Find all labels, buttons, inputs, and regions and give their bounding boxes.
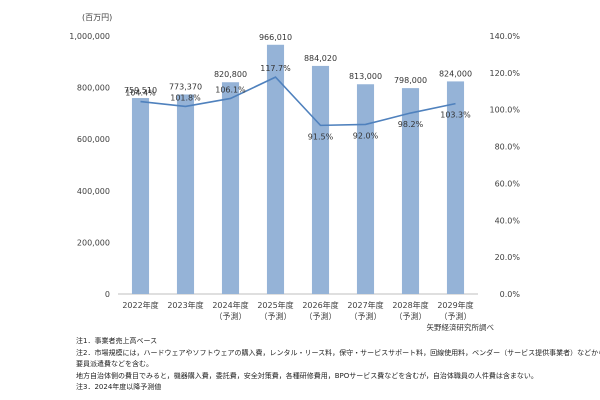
notes: 注1．事業者売上高ベース 注2．市場規模には，ハードウェアやソフトウェアの購入費… bbox=[76, 336, 600, 394]
x-tick-label: 2028年度 bbox=[392, 300, 428, 310]
line-value-label: 98.2% bbox=[398, 120, 424, 129]
ratio-line-path bbox=[140, 76, 456, 127]
chart-area: 759,510 773,370 820,800 966,010 884,020 813,0… bbox=[69, 32, 520, 321]
note-2-cont: 要員派遣費などを含む。 bbox=[76, 360, 153, 368]
line-value-label: 117.7% bbox=[260, 64, 291, 73]
y-right-tick-label: 60.0% bbox=[495, 179, 521, 188]
y-left-tick-label: 400,000 bbox=[77, 187, 110, 196]
bar-value-label: 966,010 bbox=[259, 33, 292, 42]
note-3: 注3．2024年度以降予測値 bbox=[76, 383, 162, 391]
x-tick-label: （予測） bbox=[395, 311, 427, 321]
x-tick-label: （予測） bbox=[350, 311, 382, 321]
bars bbox=[131, 44, 465, 295]
x-tick-label: （予測） bbox=[260, 311, 292, 321]
y-right-tick-label: 100.0% bbox=[489, 106, 520, 115]
y-left-tick-label: 0 bbox=[105, 290, 110, 299]
y-right-tick-label: 0.0% bbox=[500, 290, 521, 299]
y-right-tick-label: 40.0% bbox=[495, 216, 521, 225]
y-right-tick-label: 20.0% bbox=[495, 253, 521, 262]
x-tick-label: （予測） bbox=[440, 311, 472, 321]
y-axis-unit: (百万円) bbox=[82, 13, 113, 22]
line-value-label: 101.8% bbox=[170, 93, 201, 102]
x-tick-label: （予測） bbox=[305, 311, 337, 321]
y-right-tick-label: 120.0% bbox=[489, 69, 520, 78]
line-value-label: 92.0% bbox=[353, 131, 379, 140]
x-tick-label: 2022年度 bbox=[122, 300, 158, 310]
x-tick-label: 2029年度 bbox=[437, 300, 473, 310]
tick-labels: 0 200,000 400,000 600,000 800,000 1,000,000 0.… bbox=[69, 32, 520, 321]
line-value-label: 91.5% bbox=[308, 132, 334, 141]
y-right-tick-label: 140.0% bbox=[489, 32, 520, 41]
data-labels: 759,510 773,370 820,800 966,010 884,020 813,0… bbox=[124, 33, 472, 142]
bar-value-label: 798,000 bbox=[394, 76, 427, 85]
x-tick-label: 2027年度 bbox=[347, 300, 383, 310]
bar-value-label: 824,000 bbox=[439, 69, 472, 78]
note-2: 注2．市場規模には，ハードウェアやソフトウェアの購入費，レンタル・リース料，保守… bbox=[76, 348, 600, 357]
x-tick-label: （予測） bbox=[215, 311, 247, 321]
x-tick-label: 2023年度 bbox=[167, 300, 203, 310]
bar-value-label: 820,800 bbox=[214, 70, 247, 79]
y-left-tick-label: 600,000 bbox=[77, 135, 110, 144]
bar bbox=[401, 88, 420, 294]
x-tick-label: 2024年度 bbox=[212, 300, 248, 310]
y-left-tick-label: 200,000 bbox=[77, 238, 110, 247]
x-tick-label: 2026年度 bbox=[302, 300, 338, 310]
y-left-tick-label: 1,000,000 bbox=[69, 32, 110, 41]
bar-value-label: 759,510 bbox=[124, 86, 157, 95]
bar bbox=[356, 84, 375, 294]
bar bbox=[446, 81, 465, 295]
note-2-detail: 地方自治体側の費目でみると，機器購入費，委託費，安全対策費，各種研修費用，BPO… bbox=[76, 371, 538, 380]
y-right-tick-label: 80.0% bbox=[495, 143, 521, 152]
line-value-label: 104.4% bbox=[125, 89, 156, 98]
bar-value-label: 813,000 bbox=[349, 72, 382, 81]
bar bbox=[176, 94, 195, 294]
ratio-line bbox=[140, 76, 456, 127]
bar bbox=[131, 98, 150, 294]
bar-value-label: 884,020 bbox=[304, 54, 337, 63]
source-credit: 矢野経済研究所調べ bbox=[426, 323, 495, 332]
y-left-tick-label: 800,000 bbox=[77, 84, 110, 93]
bar-value-label: 773,370 bbox=[169, 82, 202, 91]
bar bbox=[311, 65, 330, 294]
bar bbox=[266, 44, 285, 294]
x-tick-label: 2025年度 bbox=[257, 300, 293, 310]
note-1: 注1．事業者売上高ベース bbox=[76, 337, 158, 345]
line-value-label: 106.1% bbox=[215, 85, 246, 94]
bar bbox=[221, 82, 240, 294]
line-value-label: 103.3% bbox=[440, 111, 471, 120]
